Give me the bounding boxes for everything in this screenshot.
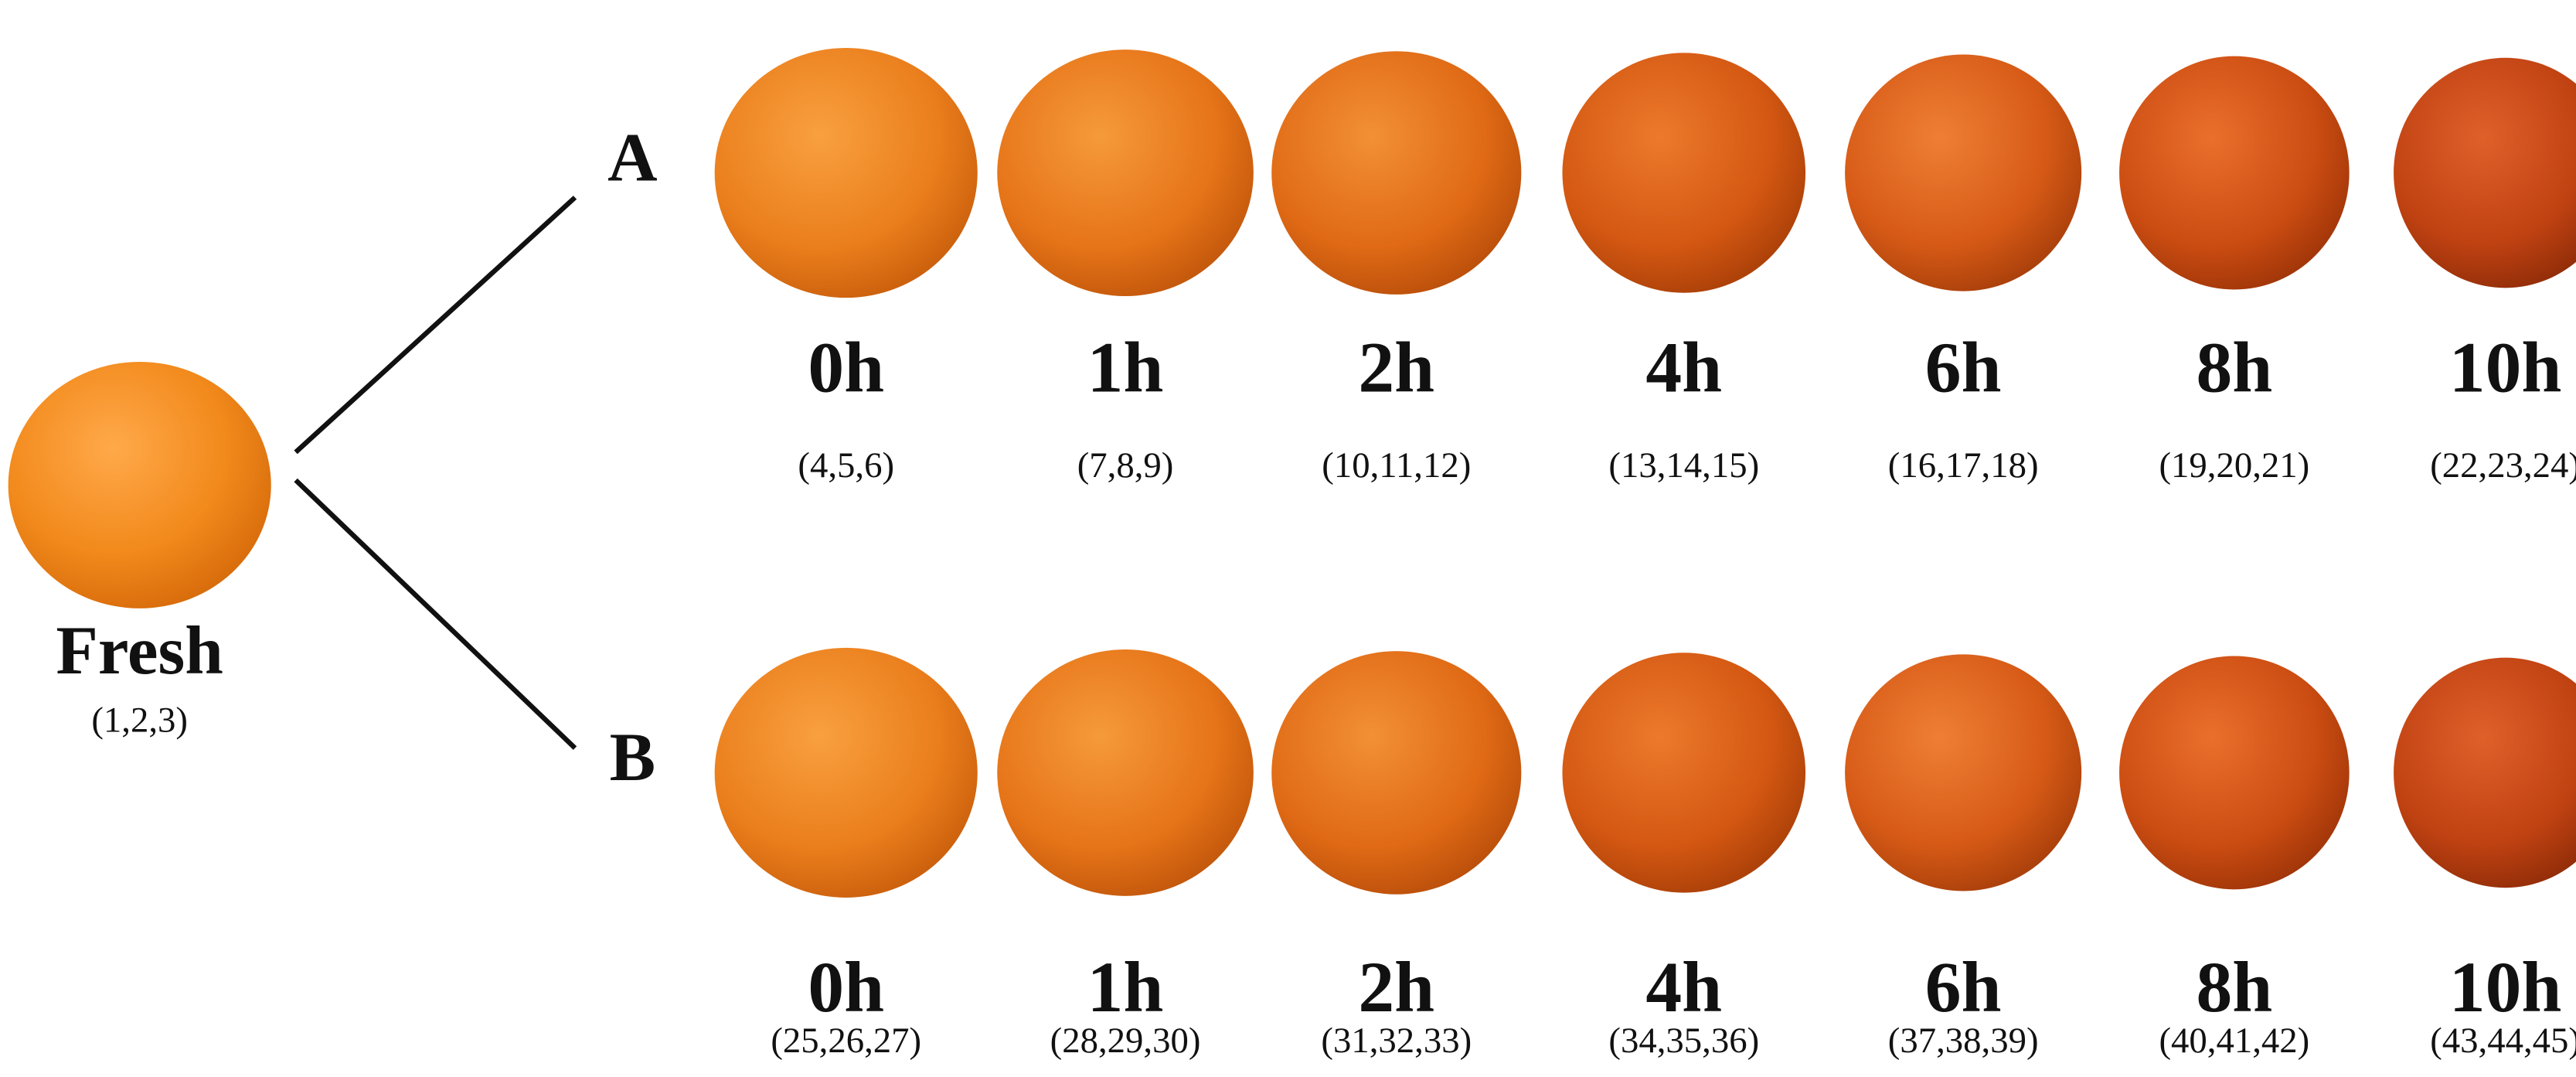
fruit-photo xyxy=(1271,651,1522,895)
time-label: 4h xyxy=(1645,328,1722,407)
sample-ids: (7,8,9) xyxy=(1077,445,1174,486)
time-label: 2h xyxy=(1358,948,1434,1028)
fruit-photo xyxy=(1271,51,1522,295)
sample-ids: (16,17,18) xyxy=(1888,445,2039,486)
fruit-photo xyxy=(1562,653,1806,893)
time-label: 10h xyxy=(2449,948,2562,1028)
fruit-photo xyxy=(997,649,1254,896)
time-label: 8h xyxy=(2196,948,2272,1028)
connector xyxy=(294,478,577,750)
fruit-photo xyxy=(1562,53,1806,293)
sample-ids: (34,35,36) xyxy=(1608,1021,1759,1061)
group-label: B xyxy=(610,719,656,796)
fruit-photo xyxy=(2394,57,2576,288)
sample-ids: (13,14,15) xyxy=(1608,445,1759,486)
fruit-photo xyxy=(1845,54,2082,291)
sample-ids: (4,5,6) xyxy=(798,445,894,486)
sample-ids: (43,44,45) xyxy=(2430,1021,2576,1061)
fruit-photo xyxy=(2394,657,2576,888)
fruit-photo xyxy=(714,47,978,298)
group-label: A xyxy=(607,119,657,196)
fresh-label: Fresh xyxy=(56,612,223,689)
sample-ids: (25,26,27) xyxy=(771,1021,921,1061)
sample-ids: (37,38,39) xyxy=(1888,1021,2039,1061)
fruit-photo xyxy=(1845,654,2082,891)
time-label: 10h xyxy=(2449,328,2562,407)
sample-ids: (40,41,42) xyxy=(2159,1021,2309,1061)
sample-ids: (31,32,33) xyxy=(1321,1021,1472,1061)
time-label: 2h xyxy=(1358,328,1434,407)
fruit-photo xyxy=(997,49,1254,296)
sample-ids: (10,11,12) xyxy=(1322,445,1471,486)
time-label: 1h xyxy=(1087,948,1164,1028)
time-label: 6h xyxy=(1925,948,2002,1028)
sample-ids: (28,29,30) xyxy=(1050,1021,1201,1061)
sample-ids: (1,2,3) xyxy=(91,700,188,740)
sample-ids: (19,20,21) xyxy=(2159,445,2309,486)
time-label: 4h xyxy=(1645,948,1722,1028)
fruit-photo xyxy=(2119,56,2350,290)
fruit-photo xyxy=(8,361,271,608)
sample-ids: (22,23,24) xyxy=(2430,445,2576,486)
time-label: 8h xyxy=(2196,328,2272,407)
fruit-photo xyxy=(2119,656,2350,890)
connector xyxy=(294,196,577,455)
fruit-photo xyxy=(714,647,978,898)
time-label: 0h xyxy=(808,328,884,407)
time-label: 6h xyxy=(1925,328,2002,407)
time-label: 0h xyxy=(808,948,884,1028)
time-label: 1h xyxy=(1087,328,1164,407)
